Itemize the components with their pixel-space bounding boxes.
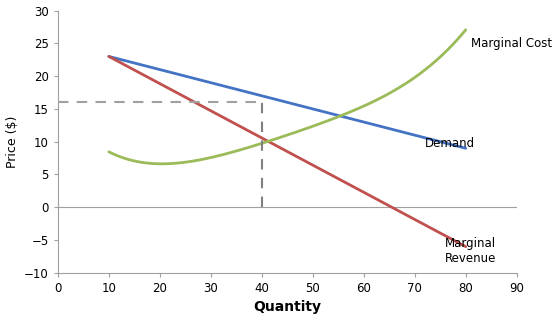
Text: Demand: Demand: [425, 137, 475, 149]
X-axis label: Quantity: Quantity: [253, 300, 321, 315]
Y-axis label: Price ($): Price ($): [6, 116, 18, 168]
Text: Marginal
Revenue: Marginal Revenue: [445, 237, 497, 265]
Text: Marginal Cost: Marginal Cost: [471, 37, 552, 50]
